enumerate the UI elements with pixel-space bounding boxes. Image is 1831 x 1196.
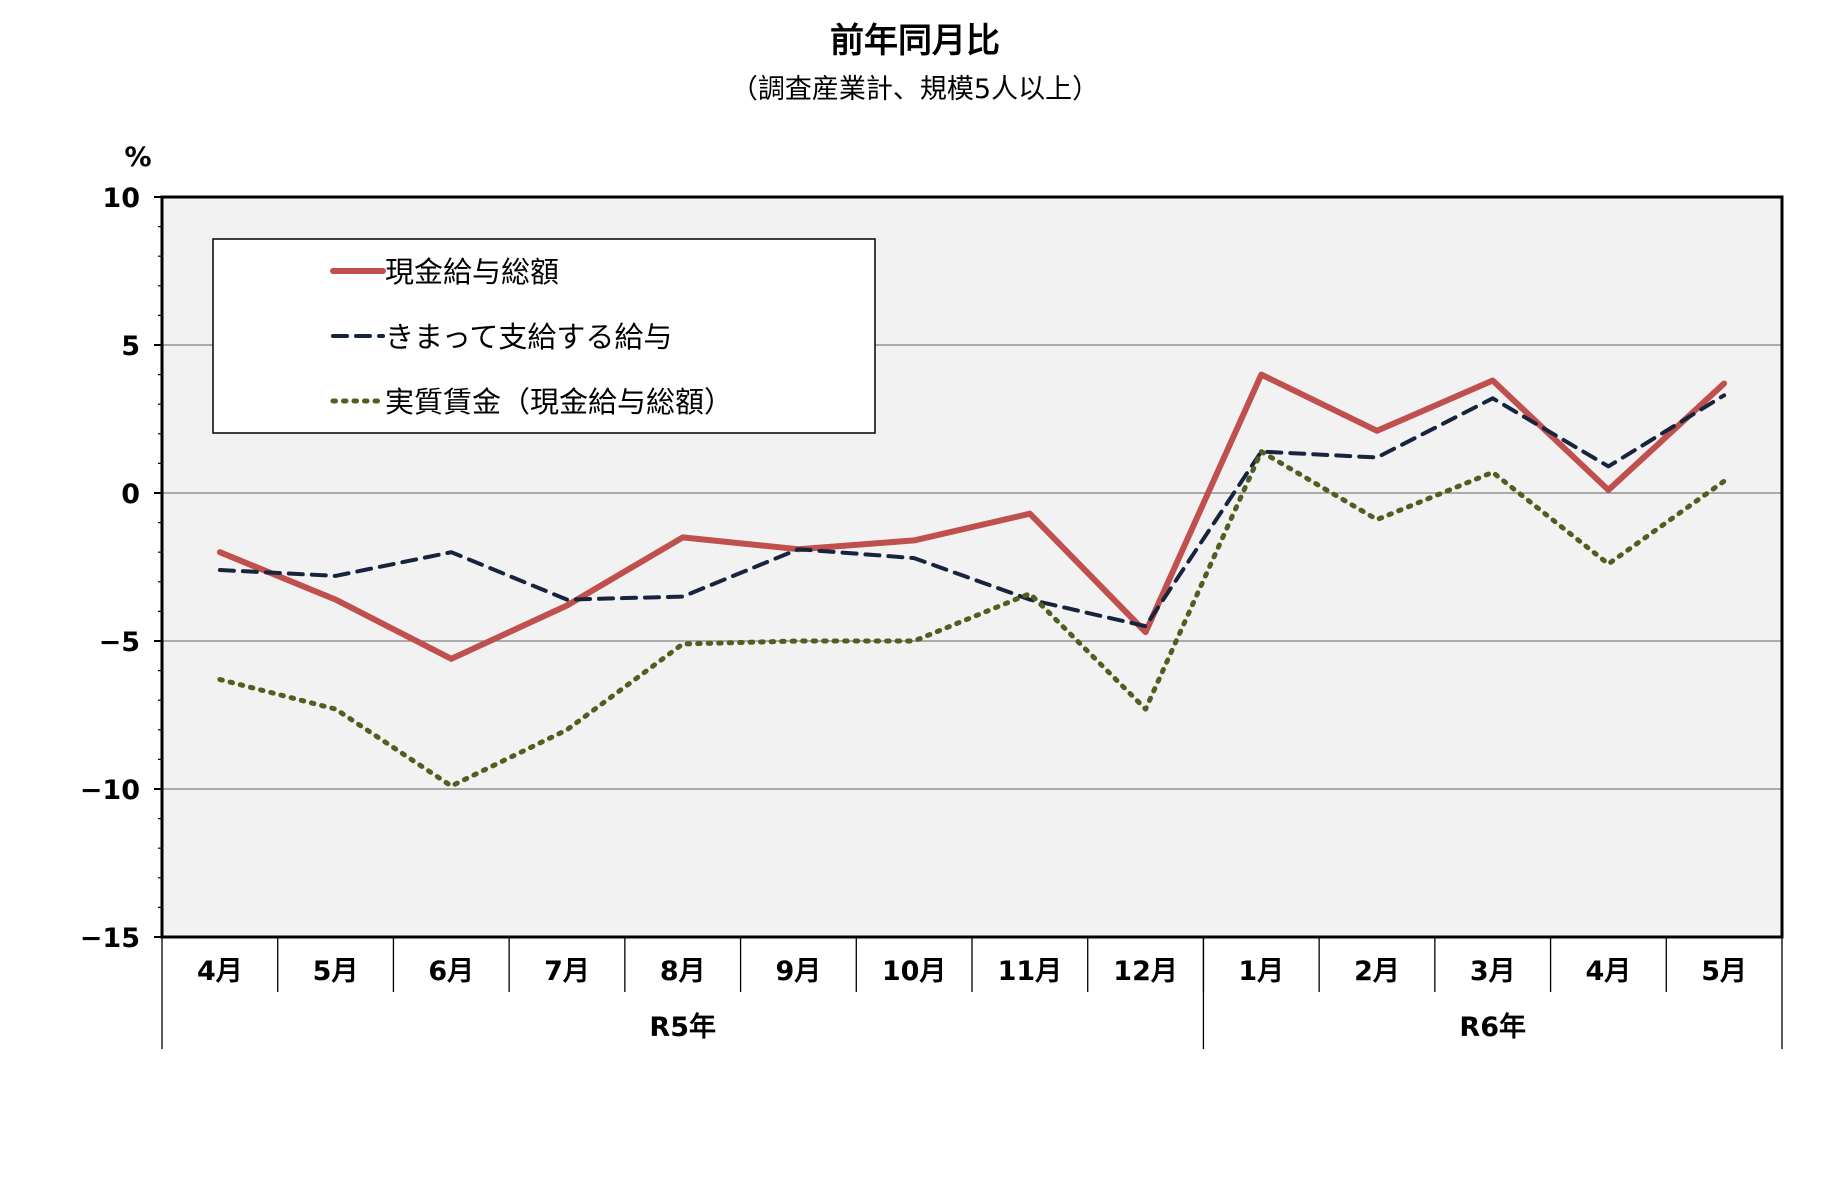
x-tick-label: 10月 [882,956,947,987]
x-tick-label: 12月 [1113,956,1178,987]
x-tick-label: 6月 [428,956,474,987]
y-tick-label: 5 [121,331,140,362]
x-tick-label: 3月 [1470,956,1516,987]
chart-subtitle: （調査産業計、規模5人以上） [731,74,1099,105]
x-tick-label: 9月 [776,956,822,987]
x-axis: 4月 5月 6月 7月 8月 9月 10月 11月 12月 1月 2月 3月 4月 5月 R5年 R6年 [161,937,1783,1049]
legend-box [212,238,876,434]
x-tick-label: 5月 [313,956,359,987]
y-axis-unit-label: % [124,142,151,173]
chart-title: 前年同月比 [830,21,1000,61]
x-tick-label: 4月 [1586,956,1632,987]
legend-label: 実質賃金（現金給与総額） [385,385,733,419]
x-tick-label: 8月 [660,956,706,987]
legend-label: 現金給与総額 [385,255,559,289]
x-tick-label: 7月 [544,956,590,987]
x-tick-label: 5月 [1701,956,1747,987]
x-tick-label: 2月 [1354,956,1400,987]
data-series [216,371,1728,789]
x-group-label: R6年 [1459,1011,1526,1043]
series-line-2 [217,393,1727,629]
y-tick-label: 10 [102,183,140,214]
y-tick-label: −10 [80,775,140,806]
y-tick-label: −15 [80,923,140,954]
legend-label: きまって支給する給与 [385,320,672,354]
x-group-label: R5年 [649,1011,716,1043]
y-tick-label: 0 [121,479,140,510]
y-axis-ticks: 10 5 0 −5 −10 −15 [80,183,162,954]
x-tick-label: 4月 [197,956,243,987]
x-tick-label: 11月 [998,956,1063,987]
x-tick-label: 1月 [1238,956,1284,987]
y-tick-label: −5 [99,627,140,658]
series-line-1 [216,371,1728,662]
